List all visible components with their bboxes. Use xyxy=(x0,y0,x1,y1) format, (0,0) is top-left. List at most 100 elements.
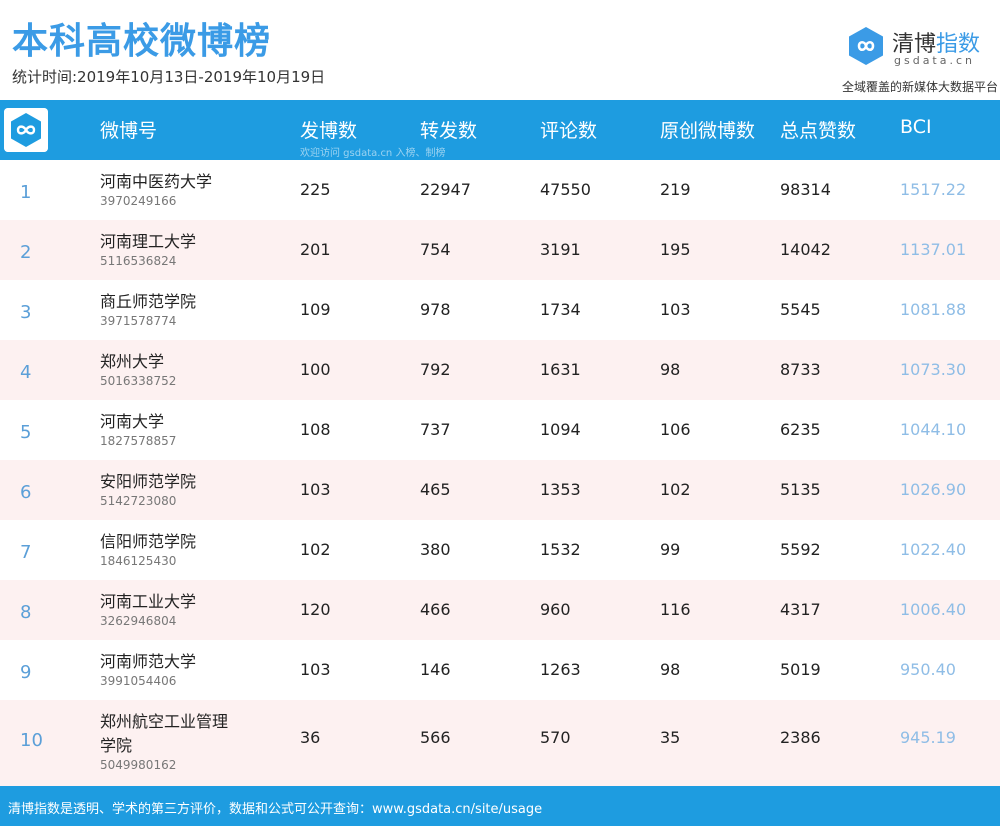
column-header-posts: 发博数 xyxy=(300,120,358,142)
bci-cell: 1073.30 xyxy=(900,360,967,379)
brand-block: 清博指数 gsdata.cn xyxy=(834,20,994,98)
table-row: 3 商丘师范学院 3971578774 109 978 1734 103 554… xyxy=(0,280,1000,340)
watermark-text: 欢迎访问 gsdata.cn 入榜、制榜 xyxy=(300,148,446,159)
brand-domain: gsdata.cn xyxy=(894,54,976,67)
reposts-cell: 792 xyxy=(420,360,451,379)
posts-cell: 103 xyxy=(300,480,331,499)
statistics-period: 统计时间:2019年10月13日-2019年10月19日 xyxy=(12,68,326,86)
column-header-original: 原创微博数 xyxy=(660,120,756,142)
table-row: 8 河南工业大学 3262946804 120 466 960 116 4317… xyxy=(0,580,1000,640)
comments-cell: 1263 xyxy=(540,660,581,679)
brand-name: 清博指数 xyxy=(892,26,980,58)
infinity-logo-icon xyxy=(4,108,48,152)
brand-name-plain: 清博 xyxy=(892,32,937,57)
comments-cell: 960 xyxy=(540,600,571,619)
likes-cell: 5592 xyxy=(780,540,821,559)
account-id: 3971578774 xyxy=(100,314,177,328)
brand-tagline: 全域覆盖的新媒体大数据平台 xyxy=(841,80,998,94)
account-name: 河南工业大学 xyxy=(100,592,197,611)
rank-cell: 7 xyxy=(20,542,32,563)
column-header-account: 微博号 xyxy=(100,120,158,142)
rank-cell: 3 xyxy=(20,302,32,323)
column-header-comments: 评论数 xyxy=(540,120,598,142)
account-cell: 信阳师范学院 1846125430 xyxy=(100,530,240,568)
page-header: 本科高校微博榜 统计时间:2019年10月13日-2019年10月19日 清博指… xyxy=(0,0,1000,100)
rank-cell: 2 xyxy=(20,242,32,263)
infinity-logo-icon xyxy=(849,27,883,65)
account-name: 河南师范大学 xyxy=(100,652,197,671)
original-cell: 98 xyxy=(660,660,681,679)
table-row: 2 河南理工大学 5116536824 201 754 3191 195 140… xyxy=(0,220,1000,280)
comments-cell: 1631 xyxy=(540,360,581,379)
original-cell: 99 xyxy=(660,540,681,559)
column-header-bci: BCI xyxy=(900,116,932,138)
rank-cell: 1 xyxy=(20,182,32,203)
posts-cell: 100 xyxy=(300,360,331,379)
likes-cell: 98314 xyxy=(780,180,831,199)
original-cell: 195 xyxy=(660,240,691,259)
comments-cell: 570 xyxy=(540,728,571,747)
bci-cell: 1022.40 xyxy=(900,540,967,559)
account-cell: 郑州航空工业管理学院 5049980162 xyxy=(100,710,240,772)
page-footer: 清博指数是透明、学术的第三方评价，数据和公式可公开查询：www.gsdata.c… xyxy=(0,786,1000,826)
likes-cell: 4317 xyxy=(780,600,821,619)
account-cell: 河南工业大学 3262946804 xyxy=(100,590,240,628)
table-row: 6 安阳师范学院 5142723080 103 465 1353 102 513… xyxy=(0,460,1000,520)
account-id: 3970249166 xyxy=(100,194,177,208)
rank-cell: 5 xyxy=(20,422,32,443)
reposts-cell: 566 xyxy=(420,728,451,747)
table-row: 7 信阳师范学院 1846125430 102 380 1532 99 5592… xyxy=(0,520,1000,580)
account-cell: 安阳师范学院 5142723080 xyxy=(100,470,240,508)
account-cell: 郑州大学 5016338752 xyxy=(100,350,240,388)
comments-cell: 3191 xyxy=(540,240,581,259)
account-cell: 商丘师范学院 3971578774 xyxy=(100,290,240,328)
account-cell: 河南中医药大学 3970249166 xyxy=(100,170,240,208)
rank-cell: 10 xyxy=(20,730,43,751)
table-row: 5 河南大学 1827578857 108 737 1094 106 6235 … xyxy=(0,400,1000,460)
comments-cell: 1094 xyxy=(540,420,581,439)
account-name: 河南理工大学 xyxy=(100,232,197,251)
likes-cell: 14042 xyxy=(780,240,831,259)
table-row: 10 郑州航空工业管理学院 5049980162 36 566 570 35 2… xyxy=(0,700,1000,786)
likes-cell: 8733 xyxy=(780,360,821,379)
bci-cell: 945.19 xyxy=(900,728,956,747)
posts-cell: 102 xyxy=(300,540,331,559)
rank-cell: 4 xyxy=(20,362,32,383)
account-name: 郑州航空工业管理学院 xyxy=(100,712,229,755)
reposts-cell: 22947 xyxy=(420,180,471,199)
account-id: 1827578857 xyxy=(100,434,177,448)
brand-name-highlight: 指数 xyxy=(936,32,981,57)
account-cell: 河南理工大学 5116536824 xyxy=(100,230,240,268)
column-header-reposts: 转发数 xyxy=(420,120,478,142)
reposts-cell: 737 xyxy=(420,420,451,439)
account-name: 安阳师范学院 xyxy=(100,472,197,491)
posts-cell: 120 xyxy=(300,600,331,619)
bci-cell: 1517.22 xyxy=(900,180,967,199)
account-name: 商丘师范学院 xyxy=(100,292,197,311)
posts-cell: 108 xyxy=(300,420,331,439)
rank-cell: 6 xyxy=(20,482,32,503)
likes-cell: 5019 xyxy=(780,660,821,679)
table-row: 9 河南师范大学 3991054406 103 146 1263 98 5019… xyxy=(0,640,1000,700)
bci-cell: 1081.88 xyxy=(900,300,967,319)
reposts-cell: 465 xyxy=(420,480,451,499)
likes-cell: 5545 xyxy=(780,300,821,319)
account-name: 郑州大学 xyxy=(100,352,165,371)
table-header: 微博号 发博数 转发数 评论数 原创微博数 总点赞数 BCI 欢迎访问 gsda… xyxy=(0,100,1000,160)
account-id: 5116536824 xyxy=(100,254,177,268)
account-id: 5049980162 xyxy=(100,758,177,772)
reposts-cell: 978 xyxy=(420,300,451,319)
account-id: 5016338752 xyxy=(100,374,177,388)
table-row: 4 郑州大学 5016338752 100 792 1631 98 8733 1… xyxy=(0,340,1000,400)
account-id: 1846125430 xyxy=(100,554,177,568)
posts-cell: 109 xyxy=(300,300,331,319)
posts-cell: 225 xyxy=(300,180,331,199)
reposts-cell: 466 xyxy=(420,600,451,619)
original-cell: 106 xyxy=(660,420,691,439)
column-header-likes: 总点赞数 xyxy=(780,120,857,142)
account-cell: 河南大学 1827578857 xyxy=(100,410,240,448)
bci-cell: 950.40 xyxy=(900,660,956,679)
original-cell: 219 xyxy=(660,180,691,199)
likes-cell: 6235 xyxy=(780,420,821,439)
posts-cell: 201 xyxy=(300,240,331,259)
